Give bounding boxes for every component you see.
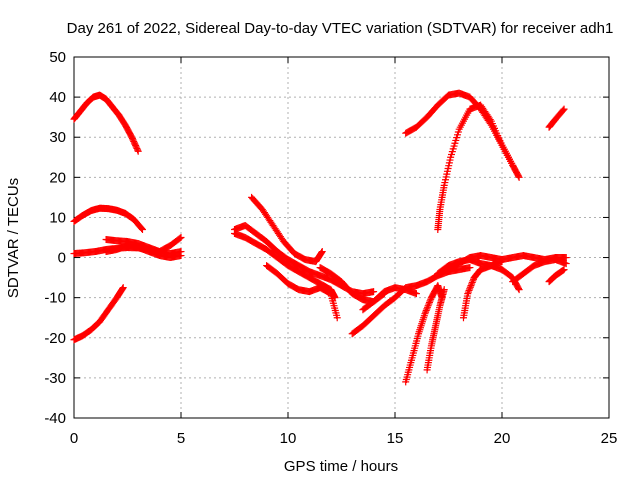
data-point bbox=[468, 280, 476, 288]
data-point bbox=[562, 254, 570, 262]
data-point bbox=[560, 266, 568, 274]
data-points bbox=[70, 89, 570, 386]
y-tick-label: 20 bbox=[49, 169, 66, 186]
y-tick-label: 10 bbox=[49, 209, 66, 226]
x-axis-label: GPS time / hours bbox=[284, 458, 398, 475]
data-point bbox=[176, 234, 184, 242]
x-tick-label: 15 bbox=[387, 430, 404, 447]
data-point bbox=[134, 146, 142, 154]
data-point bbox=[333, 314, 341, 322]
y-tick-label: -40 bbox=[44, 410, 66, 427]
data-point bbox=[515, 173, 523, 181]
series-arc6 bbox=[70, 284, 127, 344]
series-arc18 bbox=[434, 256, 506, 278]
x-tick-label: 20 bbox=[494, 430, 511, 447]
x-tick-label: 0 bbox=[70, 430, 78, 447]
data-point bbox=[467, 282, 475, 290]
data-point bbox=[138, 224, 146, 232]
data-point bbox=[464, 288, 472, 296]
data-point bbox=[423, 305, 431, 313]
series-arc11 bbox=[316, 264, 388, 306]
data-point bbox=[469, 277, 477, 285]
data-point bbox=[326, 289, 334, 297]
data-point bbox=[468, 278, 476, 286]
x-tick-label: 5 bbox=[177, 430, 185, 447]
y-axis: -40 -30 -20 -10 0 10 20 30 40 50 bbox=[44, 49, 609, 427]
series-arc9 bbox=[248, 193, 326, 266]
data-point bbox=[466, 285, 474, 293]
data-point bbox=[559, 106, 567, 114]
series-arc17 bbox=[459, 262, 523, 322]
data-point bbox=[562, 260, 570, 268]
plot-frame bbox=[73, 56, 610, 419]
data-point bbox=[466, 283, 474, 291]
data-point bbox=[425, 298, 433, 306]
data-point bbox=[560, 105, 568, 113]
y-tick-label: -10 bbox=[44, 290, 66, 307]
data-point bbox=[486, 116, 494, 124]
series-arc20 bbox=[545, 266, 568, 286]
data-point bbox=[422, 307, 430, 315]
data-point bbox=[421, 310, 429, 318]
data-point bbox=[422, 308, 430, 316]
data-point bbox=[424, 303, 432, 311]
data-point bbox=[558, 267, 566, 275]
grid bbox=[73, 56, 610, 419]
chart-title: Day 261 of 2022, Sidereal Day-to-day VTE… bbox=[67, 20, 614, 37]
series-arc15 bbox=[423, 286, 448, 374]
data-point bbox=[177, 234, 185, 241]
series-arc2 bbox=[70, 204, 146, 233]
data-point bbox=[465, 286, 473, 294]
data-point bbox=[119, 284, 127, 292]
data-point bbox=[515, 286, 523, 294]
data-point bbox=[119, 285, 127, 293]
data-point bbox=[466, 264, 474, 272]
y-tick-label: -30 bbox=[44, 370, 66, 387]
x-tick-label: 25 bbox=[601, 430, 618, 447]
series-arc22 bbox=[434, 101, 517, 233]
data-point bbox=[412, 290, 420, 298]
data-point bbox=[559, 266, 567, 274]
x-axis: 0 5 10 15 20 25 bbox=[70, 57, 618, 447]
data-point bbox=[318, 248, 326, 256]
series-arc23 bbox=[545, 105, 568, 131]
series-arc13 bbox=[359, 284, 420, 314]
data-point bbox=[514, 172, 522, 180]
series-arc8 bbox=[231, 229, 339, 302]
y-tick-label: 30 bbox=[49, 129, 66, 146]
y-tick-label: 50 bbox=[49, 49, 66, 66]
y-tick-label: 0 bbox=[58, 250, 66, 267]
series-arc1 bbox=[70, 91, 142, 155]
y-tick-label: -20 bbox=[44, 330, 66, 347]
data-point bbox=[426, 297, 434, 305]
data-point bbox=[424, 302, 432, 310]
data-point bbox=[498, 258, 506, 266]
data-point bbox=[425, 300, 433, 308]
data-point bbox=[134, 147, 142, 155]
data-point bbox=[514, 284, 522, 292]
data-point bbox=[464, 290, 472, 298]
data-point bbox=[318, 249, 326, 257]
data-point bbox=[440, 286, 448, 294]
data-point bbox=[370, 288, 378, 296]
series-arc10 bbox=[263, 262, 341, 322]
data-point bbox=[177, 252, 185, 260]
data-point bbox=[138, 225, 146, 233]
series-arc19 bbox=[509, 256, 570, 286]
series-arc21 bbox=[402, 89, 523, 181]
series-arc7 bbox=[231, 221, 378, 298]
data-point bbox=[509, 161, 517, 169]
y-axis-label: SDTVAR / TECUs bbox=[5, 178, 22, 298]
y-tick-label: 40 bbox=[49, 89, 66, 106]
series-arc5 bbox=[102, 242, 185, 262]
x-tick-label: 10 bbox=[280, 430, 297, 447]
